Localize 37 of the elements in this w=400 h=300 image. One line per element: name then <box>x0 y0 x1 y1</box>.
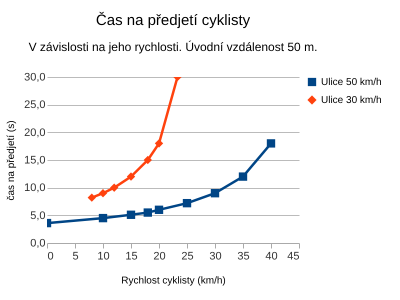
x-axis-title: Rychlost cyklisty (km/h) <box>121 276 226 286</box>
x-tick-label: 25 <box>181 250 194 262</box>
y-tick-label: 20,0 <box>24 126 46 139</box>
point <box>144 156 152 164</box>
y-tick-label: 10,0 <box>24 182 46 194</box>
y-axis-title: čas na předjetí (s) <box>6 120 18 201</box>
y-tick-label: 0,0 <box>30 238 46 250</box>
point <box>126 172 136 181</box>
point <box>126 210 136 219</box>
x-tick-label: 40 <box>265 250 278 262</box>
chart-title: Čas na předjetí cyklisty <box>96 11 251 29</box>
x-tick-label: 35 <box>237 250 250 262</box>
x-tick-label: 20 <box>153 250 166 262</box>
legend-label: Ulice 50 km/h <box>321 77 382 88</box>
point <box>238 172 248 181</box>
y-tick-label: 5,0 <box>30 210 46 222</box>
x-tick-label: 30 <box>209 250 222 262</box>
point <box>110 183 118 192</box>
point <box>144 208 152 217</box>
chart-subtitle: V závislosti na jeho rychlosti. Úvodní vzdálenost 50 m. <box>28 40 318 54</box>
point <box>154 139 164 148</box>
y-tick-label: 15,0 <box>24 154 46 166</box>
point <box>182 198 192 208</box>
point <box>266 139 276 148</box>
point <box>98 189 108 198</box>
x-tick-label: 5 <box>72 250 79 262</box>
x-tick-label: 15 <box>125 250 138 262</box>
point <box>210 189 220 198</box>
point <box>88 193 96 202</box>
x-tick-label: 0 <box>48 250 54 262</box>
x-tick-label: 45 <box>287 250 300 262</box>
y-tick-label: 30,0 <box>24 72 46 84</box>
point <box>154 206 164 214</box>
point <box>98 214 108 222</box>
x-tick-label: 10 <box>97 250 110 262</box>
y-tick-label: 25,0 <box>24 99 46 112</box>
legend-label: Ulice 30 km/h <box>321 95 382 106</box>
